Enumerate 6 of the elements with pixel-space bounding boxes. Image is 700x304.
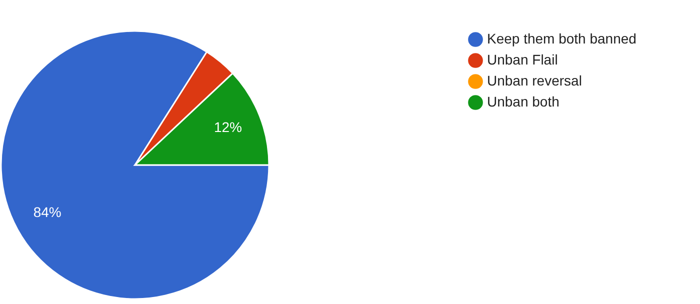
legend-label: Unban Flail	[487, 52, 558, 68]
legend-label: Unban both	[487, 94, 560, 110]
data-label: 84%	[33, 204, 62, 220]
legend-label: Unban reversal	[487, 72, 582, 88]
legend-label: Keep them both banned	[487, 30, 636, 46]
data-label: 12%	[214, 119, 242, 136]
